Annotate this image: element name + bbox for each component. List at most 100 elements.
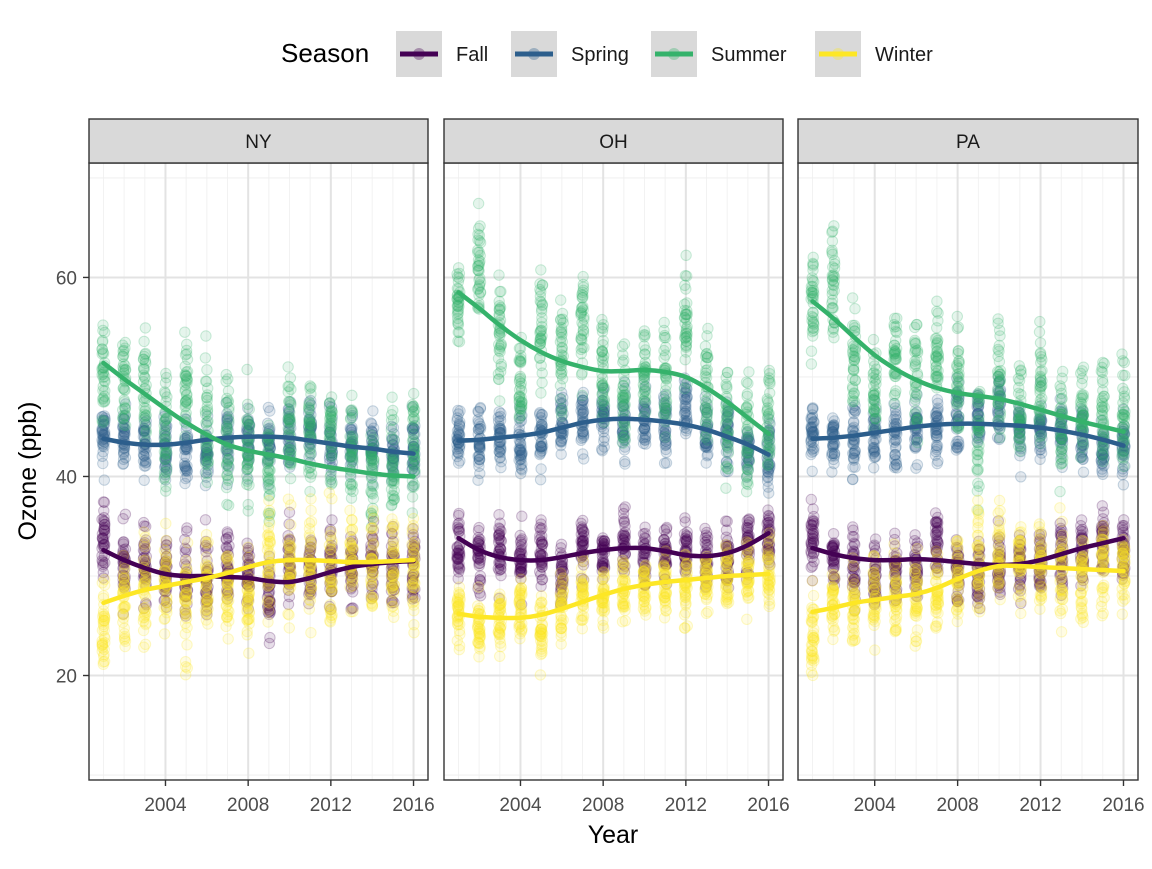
data-point [161, 518, 171, 528]
data-point [869, 463, 879, 473]
data-point [578, 536, 588, 546]
data-point [305, 383, 315, 393]
legend-label-fall: Fall [456, 44, 488, 66]
legend-label-spring: Spring [571, 44, 629, 66]
data-point [765, 379, 775, 389]
data-point [284, 444, 294, 454]
data-point [701, 566, 711, 576]
facet-label-ny: NY [245, 132, 272, 153]
data-point [283, 583, 293, 593]
data-point [535, 670, 545, 680]
data-point [517, 511, 527, 521]
data-point [264, 420, 274, 430]
data-point [119, 345, 129, 355]
data-point [452, 548, 462, 558]
data-point [283, 362, 293, 372]
data-point [180, 605, 190, 615]
data-point [180, 361, 190, 371]
data-point [577, 580, 587, 590]
data-point [203, 416, 213, 426]
facet-label-oh: OH [599, 132, 628, 153]
data-point [244, 580, 254, 590]
data-point [473, 255, 483, 265]
data-point [386, 410, 396, 420]
data-point [514, 343, 524, 353]
data-point [680, 403, 690, 413]
data-point [514, 376, 524, 386]
data-point [555, 380, 565, 390]
data-point [473, 406, 483, 416]
data-point [243, 506, 253, 516]
data-point [97, 344, 107, 354]
data-point [496, 361, 506, 371]
data-point [620, 392, 630, 402]
data-point [202, 477, 212, 487]
data-point [223, 551, 233, 561]
data-point [723, 597, 733, 607]
data-point [496, 462, 506, 472]
data-point [807, 466, 817, 476]
data-point [98, 325, 108, 335]
data-point [475, 221, 485, 231]
data-point [201, 392, 211, 402]
data-point [536, 360, 546, 370]
data-point [284, 623, 294, 633]
data-point [701, 358, 711, 368]
data-point [700, 341, 710, 351]
data-point [347, 515, 357, 525]
data-point [160, 449, 170, 459]
data-point [619, 535, 629, 545]
data-point [161, 368, 171, 378]
data-point [182, 526, 192, 536]
data-point [347, 405, 357, 415]
data-point [535, 408, 545, 418]
data-point [496, 340, 506, 350]
data-point [556, 332, 566, 342]
data-point [661, 432, 671, 442]
data-point [618, 433, 628, 443]
data-point [640, 606, 650, 616]
data-point [407, 492, 417, 502]
data-point [119, 420, 129, 430]
data-point [536, 265, 546, 275]
data-point [516, 535, 526, 545]
data-point [682, 271, 692, 281]
data-point [474, 230, 484, 240]
data-point [474, 290, 484, 300]
data-point [304, 604, 314, 614]
data-point [869, 447, 879, 457]
data-point [221, 601, 231, 611]
data-point [304, 594, 314, 604]
data-point [203, 604, 213, 614]
data-point [640, 386, 650, 396]
data-point [495, 302, 505, 312]
data-point [306, 505, 316, 515]
data-point [99, 497, 109, 507]
data-point [242, 399, 252, 409]
data-point [347, 534, 357, 544]
data-point [536, 442, 546, 452]
data-point [620, 459, 630, 469]
data-point [454, 644, 464, 654]
data-point [407, 528, 417, 538]
data-point [367, 523, 377, 533]
data-point [181, 395, 191, 405]
data-point [283, 381, 293, 391]
data-point [576, 563, 586, 573]
data-point [222, 527, 232, 537]
data-point [742, 424, 752, 434]
data-point [263, 402, 273, 412]
data-point [120, 563, 130, 573]
data-point [661, 605, 671, 615]
data-point [598, 354, 608, 364]
data-point [159, 474, 169, 484]
data-point [661, 342, 671, 352]
data-point [202, 405, 212, 415]
data-point [535, 279, 545, 289]
data-point [576, 331, 586, 341]
data-point [722, 407, 732, 417]
data-point [474, 582, 484, 592]
data-point [201, 376, 211, 386]
data-point [848, 462, 858, 472]
